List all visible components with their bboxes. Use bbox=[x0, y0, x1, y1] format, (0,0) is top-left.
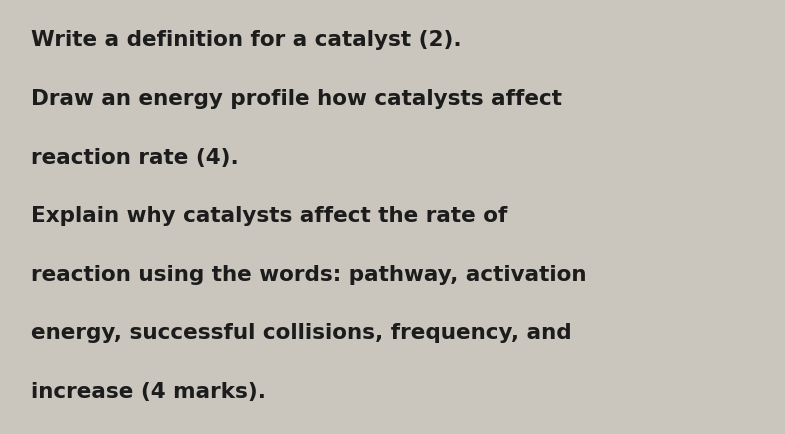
Text: increase (4 marks).: increase (4 marks). bbox=[31, 382, 266, 402]
Text: reaction using the words: pathway, activation: reaction using the words: pathway, activ… bbox=[31, 265, 587, 285]
Text: Write a definition for a catalyst (2).: Write a definition for a catalyst (2). bbox=[31, 30, 462, 50]
Text: reaction rate (4).: reaction rate (4). bbox=[31, 148, 239, 168]
Text: Draw an energy profile how catalysts affect: Draw an energy profile how catalysts aff… bbox=[31, 89, 562, 109]
Text: Explain why catalysts affect the rate of: Explain why catalysts affect the rate of bbox=[31, 206, 508, 226]
Text: energy, successful collisions, frequency, and: energy, successful collisions, frequency… bbox=[31, 323, 572, 343]
